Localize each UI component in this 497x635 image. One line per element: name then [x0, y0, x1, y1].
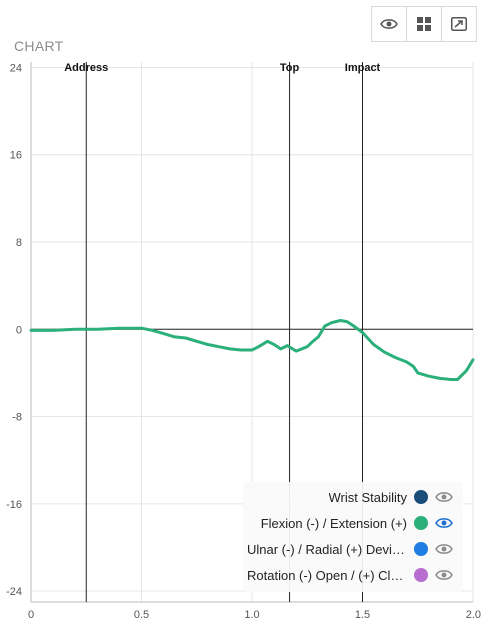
- eye-icon: [380, 19, 398, 29]
- marker-label: Address: [64, 62, 108, 74]
- x-tick-label: 1.5: [355, 609, 370, 621]
- x-tick-label: 0: [28, 609, 34, 621]
- legend-label: Ulnar (-) / Radial (+) Deviation: [247, 541, 407, 557]
- legend-item-flexion-extension[interactable]: Flexion (-) / Extension (+): [261, 510, 453, 536]
- legend-color-dot: [414, 568, 428, 582]
- legend-item-rotation[interactable]: Rotation (-) Open / (+) Closed: [247, 562, 453, 588]
- legend-label: Wrist Stability: [328, 489, 408, 505]
- y-tick-label: 24: [10, 62, 22, 74]
- expand-button[interactable]: [441, 6, 477, 42]
- x-tick-label: 2.0: [466, 609, 481, 621]
- chart-toolbar: [371, 6, 477, 42]
- eye-icon[interactable]: [435, 490, 453, 504]
- marker-label: Top: [280, 62, 300, 74]
- chart-title: CHART: [14, 38, 64, 54]
- legend-color-dot: [414, 542, 428, 556]
- chart-legend: Wrist Stability Flexion (-) / Extension …: [243, 482, 463, 592]
- series-line: [29, 319, 475, 381]
- legend-item-ulnar-radial[interactable]: Ulnar (-) / Radial (+) Deviation: [247, 536, 453, 562]
- grid-layout-button[interactable]: [406, 6, 442, 42]
- x-tick-label: 0.5: [134, 609, 149, 621]
- eye-icon[interactable]: [435, 542, 453, 556]
- marker-label: Impact: [345, 62, 381, 74]
- y-tick-label: -16: [6, 499, 22, 511]
- y-tick-label: -8: [12, 412, 22, 424]
- legend-color-dot: [414, 490, 428, 504]
- y-tick-label: 8: [16, 237, 22, 249]
- y-tick-label: -24: [6, 586, 22, 598]
- eye-icon[interactable]: [435, 516, 453, 530]
- legend-color-dot: [414, 516, 428, 530]
- x-tick-label: 1.0: [244, 609, 259, 621]
- eye-icon[interactable]: [435, 568, 453, 582]
- grid-icon: [417, 17, 431, 31]
- expand-icon: [451, 17, 467, 31]
- legend-label: Rotation (-) Open / (+) Closed: [247, 567, 407, 583]
- legend-item-wrist-stability[interactable]: Wrist Stability: [329, 484, 454, 510]
- y-tick-label: 16: [10, 150, 22, 162]
- legend-label: Flexion (-) / Extension (+): [260, 515, 407, 531]
- toggle-visibility-button[interactable]: [371, 6, 407, 42]
- y-tick-label: 0: [16, 324, 22, 336]
